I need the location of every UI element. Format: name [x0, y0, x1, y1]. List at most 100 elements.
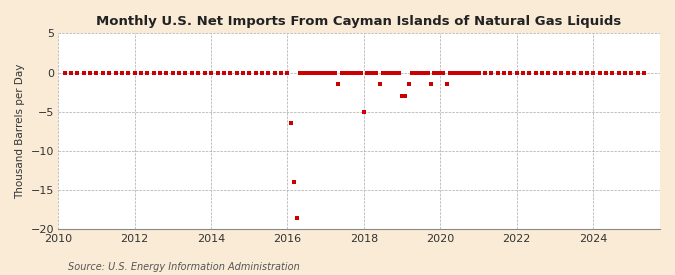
Point	[632, 70, 643, 75]
Point	[499, 70, 510, 75]
Point	[371, 70, 382, 75]
Y-axis label: Thousand Barrels per Day: Thousand Barrels per Day	[15, 64, 25, 199]
Point	[206, 70, 217, 75]
Point	[161, 70, 171, 75]
Point	[419, 70, 430, 75]
Point	[568, 70, 579, 75]
Point	[451, 70, 462, 75]
Point	[167, 70, 178, 75]
Point	[186, 70, 197, 75]
Point	[600, 70, 611, 75]
Point	[292, 215, 302, 220]
Point	[400, 94, 410, 98]
Point	[327, 70, 338, 75]
Point	[464, 70, 475, 75]
Point	[412, 70, 423, 75]
Point	[381, 70, 392, 75]
Point	[486, 70, 497, 75]
Point	[352, 70, 362, 75]
Point	[275, 70, 286, 75]
Point	[256, 70, 267, 75]
Point	[562, 70, 573, 75]
Point	[362, 70, 373, 75]
Point	[136, 70, 146, 75]
Point	[330, 70, 341, 75]
Point	[512, 70, 522, 75]
Point	[594, 70, 605, 75]
Point	[129, 70, 140, 75]
Point	[480, 70, 491, 75]
Point	[123, 70, 134, 75]
Point	[65, 70, 76, 75]
Point	[416, 70, 427, 75]
Point	[238, 70, 248, 75]
Point	[232, 70, 242, 75]
Point	[180, 70, 191, 75]
Point	[588, 70, 599, 75]
Point	[518, 70, 529, 75]
Point	[607, 70, 618, 75]
Point	[441, 82, 452, 87]
Point	[368, 70, 379, 75]
Point	[377, 70, 388, 75]
Point	[59, 70, 70, 75]
Point	[84, 70, 95, 75]
Point	[473, 70, 484, 75]
Point	[492, 70, 503, 75]
Point	[155, 70, 165, 75]
Point	[460, 70, 471, 75]
Point	[282, 70, 293, 75]
Point	[556, 70, 567, 75]
Point	[91, 70, 102, 75]
Point	[384, 70, 395, 75]
Point	[575, 70, 586, 75]
Point	[97, 71, 108, 76]
Point	[358, 109, 369, 114]
Point	[614, 70, 624, 75]
Point	[403, 82, 414, 87]
Point	[78, 70, 89, 75]
Point	[104, 70, 115, 75]
Point	[543, 70, 554, 75]
Point	[317, 70, 328, 75]
Point	[250, 70, 261, 75]
Point	[269, 70, 280, 75]
Point	[581, 70, 592, 75]
Point	[470, 70, 481, 75]
Point	[310, 70, 321, 75]
Point	[620, 70, 630, 75]
Point	[289, 180, 300, 185]
Point	[394, 70, 404, 75]
Point	[342, 70, 353, 75]
Point	[110, 70, 121, 75]
Point	[346, 70, 356, 75]
Point	[448, 70, 458, 75]
Point	[537, 70, 547, 75]
Point	[425, 82, 436, 87]
Point	[333, 82, 344, 87]
Point	[117, 70, 128, 75]
Point	[340, 70, 350, 75]
Point	[308, 70, 319, 75]
Point	[218, 70, 229, 75]
Point	[314, 70, 325, 75]
Point	[444, 70, 455, 75]
Point	[199, 70, 210, 75]
Point	[356, 70, 367, 75]
Point	[531, 70, 541, 75]
Point	[387, 70, 398, 75]
Point	[435, 70, 446, 75]
Point	[639, 70, 649, 75]
Point	[549, 70, 560, 75]
Point	[505, 70, 516, 75]
Point	[375, 82, 385, 87]
Point	[429, 70, 439, 75]
Point	[142, 70, 153, 75]
Point	[466, 70, 477, 75]
Point	[409, 70, 420, 75]
Point	[72, 70, 83, 75]
Point	[390, 70, 401, 75]
Point	[295, 70, 306, 75]
Point	[454, 70, 465, 75]
Point	[193, 70, 204, 75]
